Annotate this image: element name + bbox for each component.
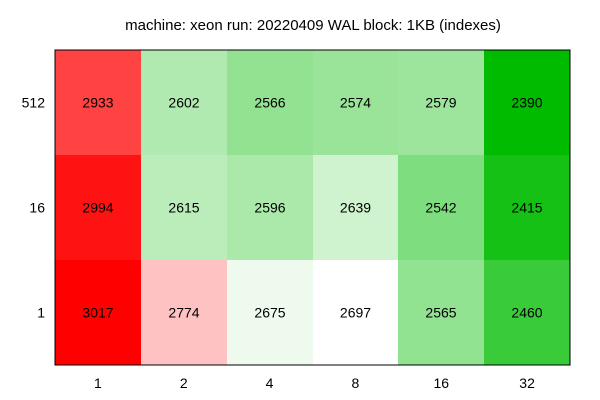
y-tick-label: 512: [22, 95, 46, 111]
cell-value-label: 2566: [254, 95, 285, 111]
cell-value-labels: 2933 2602 2566 2574 2579 2390 2994 2615 2596 2639…: [82, 95, 542, 321]
plot-frame: [54, 49, 571, 366]
heatmap-cell: [227, 50, 313, 155]
heatmap-cell: [141, 260, 227, 365]
cell-value-label: 2675: [254, 305, 285, 321]
heatmap-cell: [313, 50, 398, 155]
cell-value-label: 2415: [511, 200, 542, 216]
x-tick-label: 16: [433, 375, 449, 391]
x-tick-label: 4: [266, 375, 274, 391]
y-tick-label: 16: [29, 200, 45, 216]
heatmap-cell: [141, 50, 227, 155]
heatmap-cell: [484, 260, 570, 365]
heatmap-cell: [484, 50, 570, 155]
heatmap-cell: [398, 155, 484, 260]
x-axis-ticks: 1 2 4 8 16 32: [94, 375, 535, 391]
cell-value-label: 2390: [511, 95, 542, 111]
cell-value-label: 2994: [82, 200, 113, 216]
heatmap-cell: [398, 260, 484, 365]
cell-value-label: 2574: [340, 95, 371, 111]
chart-title: machine: xeon run: 20220409 WAL block: 1…: [125, 17, 501, 34]
heatmap-cell: [227, 260, 313, 365]
cell-value-label: 2774: [168, 305, 199, 321]
cell-value-label: 3017: [82, 305, 113, 321]
y-axis-ticks: 512 16 1: [22, 95, 46, 321]
heatmap-cell: [227, 155, 313, 260]
heatmap-cell: [55, 155, 141, 260]
heatmap-cells: [55, 50, 570, 365]
cell-value-label: 2933: [82, 95, 113, 111]
heatmap-cell: [484, 155, 570, 260]
x-tick-label: 8: [352, 375, 360, 391]
cell-value-label: 2579: [425, 95, 456, 111]
heatmap-cell: [55, 260, 141, 365]
cell-value-label: 2602: [168, 95, 199, 111]
cell-value-label: 2460: [511, 305, 542, 321]
heatmap-cell: [398, 50, 484, 155]
x-tick-label: 2: [180, 375, 188, 391]
x-tick-label: 32: [519, 375, 535, 391]
cell-value-label: 2596: [254, 200, 285, 216]
heatmap-cell: [141, 155, 227, 260]
x-tick-label: 1: [94, 375, 102, 391]
cell-value-label: 2697: [340, 305, 371, 321]
y-tick-label: 1: [37, 305, 45, 321]
heatmap-cell: [313, 260, 398, 365]
cell-value-label: 2639: [340, 200, 371, 216]
cell-value-label: 2565: [425, 305, 456, 321]
heatmap-cell: [313, 155, 398, 260]
cell-value-label: 2542: [425, 200, 456, 216]
heatmap-cell: [55, 50, 141, 155]
cell-value-label: 2615: [168, 200, 199, 216]
